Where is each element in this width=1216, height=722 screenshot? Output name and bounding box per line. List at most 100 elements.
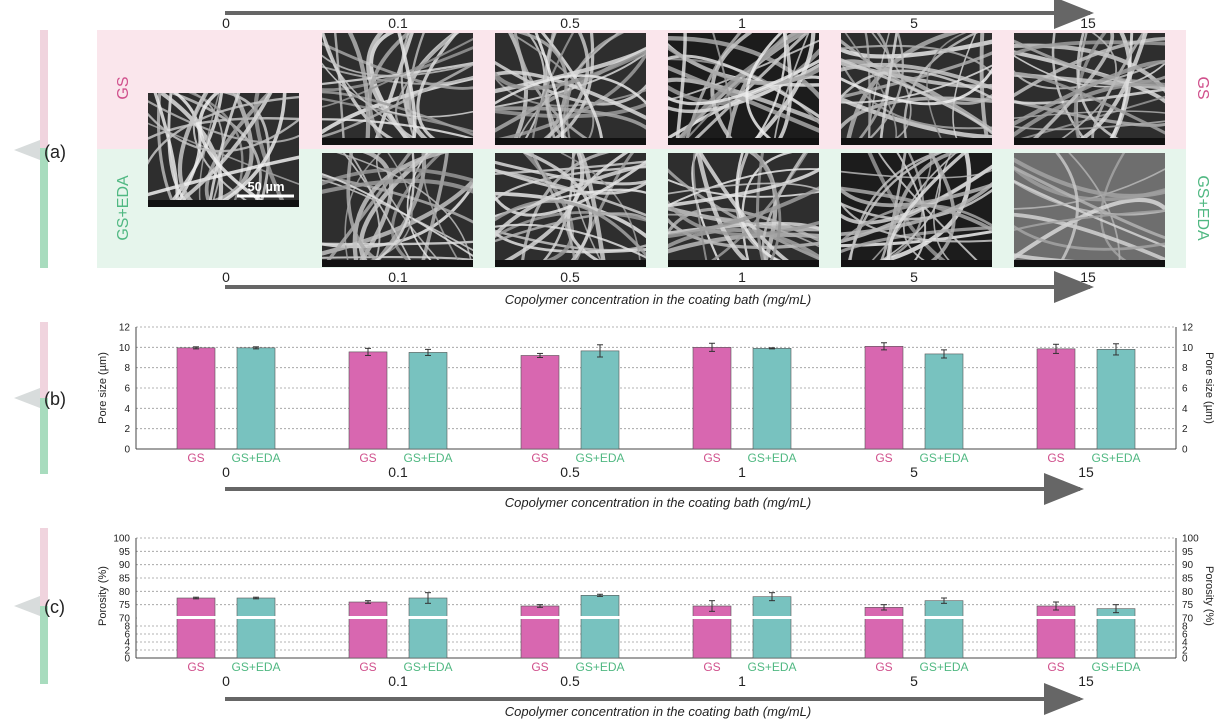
bar-gs xyxy=(864,346,904,450)
y-tick-label-left: 8 xyxy=(124,363,130,374)
sem-fiber xyxy=(841,44,992,75)
concentration-label: 1 xyxy=(738,673,746,689)
concentration-label: 15 xyxy=(1078,464,1094,480)
sem-fiber xyxy=(753,153,782,267)
sem-fiber xyxy=(675,33,687,145)
x-label-gs: GS xyxy=(1047,660,1064,674)
y-tick-label-right: 8 xyxy=(1182,622,1188,633)
sem-fiber xyxy=(577,153,607,267)
y-tick-label-right: 8 xyxy=(1182,363,1188,374)
panel-c: (c) Porosity (%) Porosity (%) 0 02 24 46 68 8… xyxy=(14,528,1215,719)
sem-info-bar xyxy=(495,260,646,267)
sem-fiber xyxy=(336,153,473,267)
sem-info-bar xyxy=(668,260,819,267)
sem-fiber xyxy=(177,93,209,207)
sem-fiber xyxy=(903,33,979,145)
a-bottom-conc-label: 0 xyxy=(222,269,230,285)
a-bottom-conc-label: 0.5 xyxy=(560,269,580,285)
sem-fiber xyxy=(668,221,819,236)
sem-fiber xyxy=(495,102,646,119)
sem-fiber xyxy=(1014,54,1165,88)
sem-image-gs-0.1 xyxy=(322,33,473,145)
sem-fiber xyxy=(841,181,992,236)
concentration-label: 0.1 xyxy=(388,673,408,689)
sem-fiber xyxy=(148,96,299,166)
bar-gseda xyxy=(924,353,964,450)
sem-fiber xyxy=(495,169,646,217)
a-bottom-conc-label: 1 xyxy=(738,269,746,285)
x-label-gs: GS xyxy=(703,660,720,674)
panel-b-tab-pink xyxy=(40,322,48,398)
top-conc-label: 15 xyxy=(1080,15,1096,31)
panel-c-pointer xyxy=(14,596,40,616)
concentration-label: 5 xyxy=(910,464,918,480)
y-tick-label-right: 85 xyxy=(1182,574,1194,585)
panel-a-tab-green xyxy=(40,148,48,268)
concentration-label: 0.5 xyxy=(560,673,580,689)
panel-b: (b) Pore size (µm) Pore size (µm) 0 0 2 2 4 4… xyxy=(14,322,1215,510)
y-tick-label-right: 75 xyxy=(1182,600,1194,611)
sem-fiber xyxy=(846,153,943,267)
bar-gs xyxy=(1036,348,1076,450)
bar-gs xyxy=(348,351,388,450)
sem-fiber xyxy=(148,155,299,197)
sem-fiber xyxy=(1014,166,1165,240)
bar-gseda xyxy=(924,600,964,659)
sem-fibers xyxy=(148,93,299,207)
y-tick-label-right: 6 xyxy=(1182,630,1188,641)
bar-gs xyxy=(348,601,388,659)
y-tick-label-right: 100 xyxy=(1182,534,1199,545)
bar-gs xyxy=(176,347,216,450)
bar-gseda xyxy=(752,348,792,450)
sem-fiber xyxy=(750,33,787,145)
sem-fiber xyxy=(841,164,992,225)
y-tick-label-left: 90 xyxy=(119,560,131,571)
sem-fiber xyxy=(1014,95,1165,142)
bar-gs xyxy=(520,605,560,659)
scale-bar-label: 50 µm xyxy=(247,179,284,194)
x-label-gs: GS xyxy=(187,451,204,465)
sem-info-bar xyxy=(148,200,299,207)
sem-fiber xyxy=(495,159,646,217)
y-tick-label-right: 90 xyxy=(1182,560,1194,571)
top-conc-label: 0.1 xyxy=(388,15,408,31)
sem-fiber xyxy=(536,33,590,145)
x-label-gs: GS xyxy=(875,660,892,674)
sem-fiber xyxy=(1014,180,1165,216)
sem-info-bar xyxy=(841,138,992,145)
panel-b-pointer xyxy=(14,388,40,408)
x-label-gs: GS xyxy=(531,451,548,465)
sem-fibers xyxy=(495,153,646,267)
sem-fiber xyxy=(668,182,819,195)
x-label-gseda: GS+EDA xyxy=(575,660,624,674)
sem-fiber xyxy=(841,188,992,221)
concentration-label: 5 xyxy=(910,673,918,689)
y-tick-label-right: 95 xyxy=(1182,547,1194,558)
x-label-gs: GS xyxy=(875,451,892,465)
x-label-gs: GS xyxy=(703,451,720,465)
sem-fiber xyxy=(495,106,646,130)
sem-info-bar xyxy=(322,138,473,145)
row-label-gs-left: GS xyxy=(115,76,132,99)
bar-gseda xyxy=(408,352,448,450)
sem-fiber xyxy=(495,51,646,143)
y-tick-label-left: 6 xyxy=(124,384,130,395)
sem-fibers xyxy=(668,153,819,267)
sem-fiber xyxy=(841,96,992,140)
concentration-label: 0 xyxy=(222,673,230,689)
y-tick-label-left: 70 xyxy=(119,614,131,625)
sem-fiber xyxy=(322,97,473,133)
sem-fiber xyxy=(322,37,473,108)
panel-c-label: (c) xyxy=(44,597,65,617)
x-label-gseda: GS+EDA xyxy=(575,451,624,465)
sem-fiber xyxy=(755,153,767,267)
sem-fiber xyxy=(372,33,414,145)
sem-fiber xyxy=(514,33,597,145)
y-tick-label-right: 4 xyxy=(1182,638,1188,649)
a-bottom-conc-label: 5 xyxy=(910,269,918,285)
y-tick-label-left: 2 xyxy=(124,424,130,435)
sem-fiber xyxy=(322,118,473,140)
sem-fiber xyxy=(861,33,904,145)
